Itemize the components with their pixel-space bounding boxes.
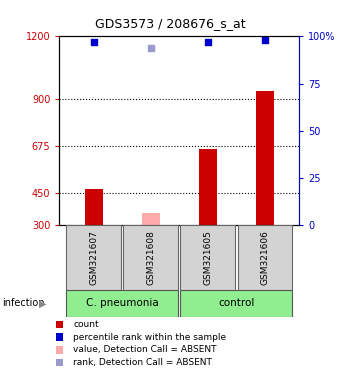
Text: value, Detection Call = ABSENT: value, Detection Call = ABSENT — [73, 345, 217, 354]
Bar — [123, 225, 178, 290]
Text: control: control — [218, 298, 255, 308]
Text: ▶: ▶ — [39, 298, 47, 308]
Point — [205, 39, 210, 45]
Text: GSM321606: GSM321606 — [260, 230, 270, 285]
Text: rank, Detection Call = ABSENT: rank, Detection Call = ABSENT — [73, 358, 212, 367]
Text: GDS3573 / 208676_s_at: GDS3573 / 208676_s_at — [95, 17, 245, 30]
Point — [91, 39, 97, 45]
Bar — [199, 149, 217, 225]
Point — [148, 45, 154, 51]
Bar — [56, 333, 63, 341]
Bar — [181, 225, 235, 290]
Text: infection: infection — [2, 298, 44, 308]
Bar — [56, 359, 63, 366]
Text: GSM321607: GSM321607 — [89, 230, 98, 285]
Text: GSM321608: GSM321608 — [146, 230, 155, 285]
Bar — [56, 346, 63, 354]
Bar — [238, 225, 292, 290]
Bar — [85, 189, 103, 225]
Text: count: count — [73, 320, 99, 329]
Point — [262, 37, 268, 43]
Text: percentile rank within the sample: percentile rank within the sample — [73, 333, 226, 342]
Bar — [142, 213, 160, 225]
Bar — [56, 321, 63, 328]
Bar — [66, 225, 121, 290]
Bar — [181, 290, 292, 317]
Bar — [66, 290, 178, 317]
Bar — [256, 91, 274, 225]
Text: GSM321605: GSM321605 — [203, 230, 212, 285]
Text: C. pneumonia: C. pneumonia — [86, 298, 159, 308]
